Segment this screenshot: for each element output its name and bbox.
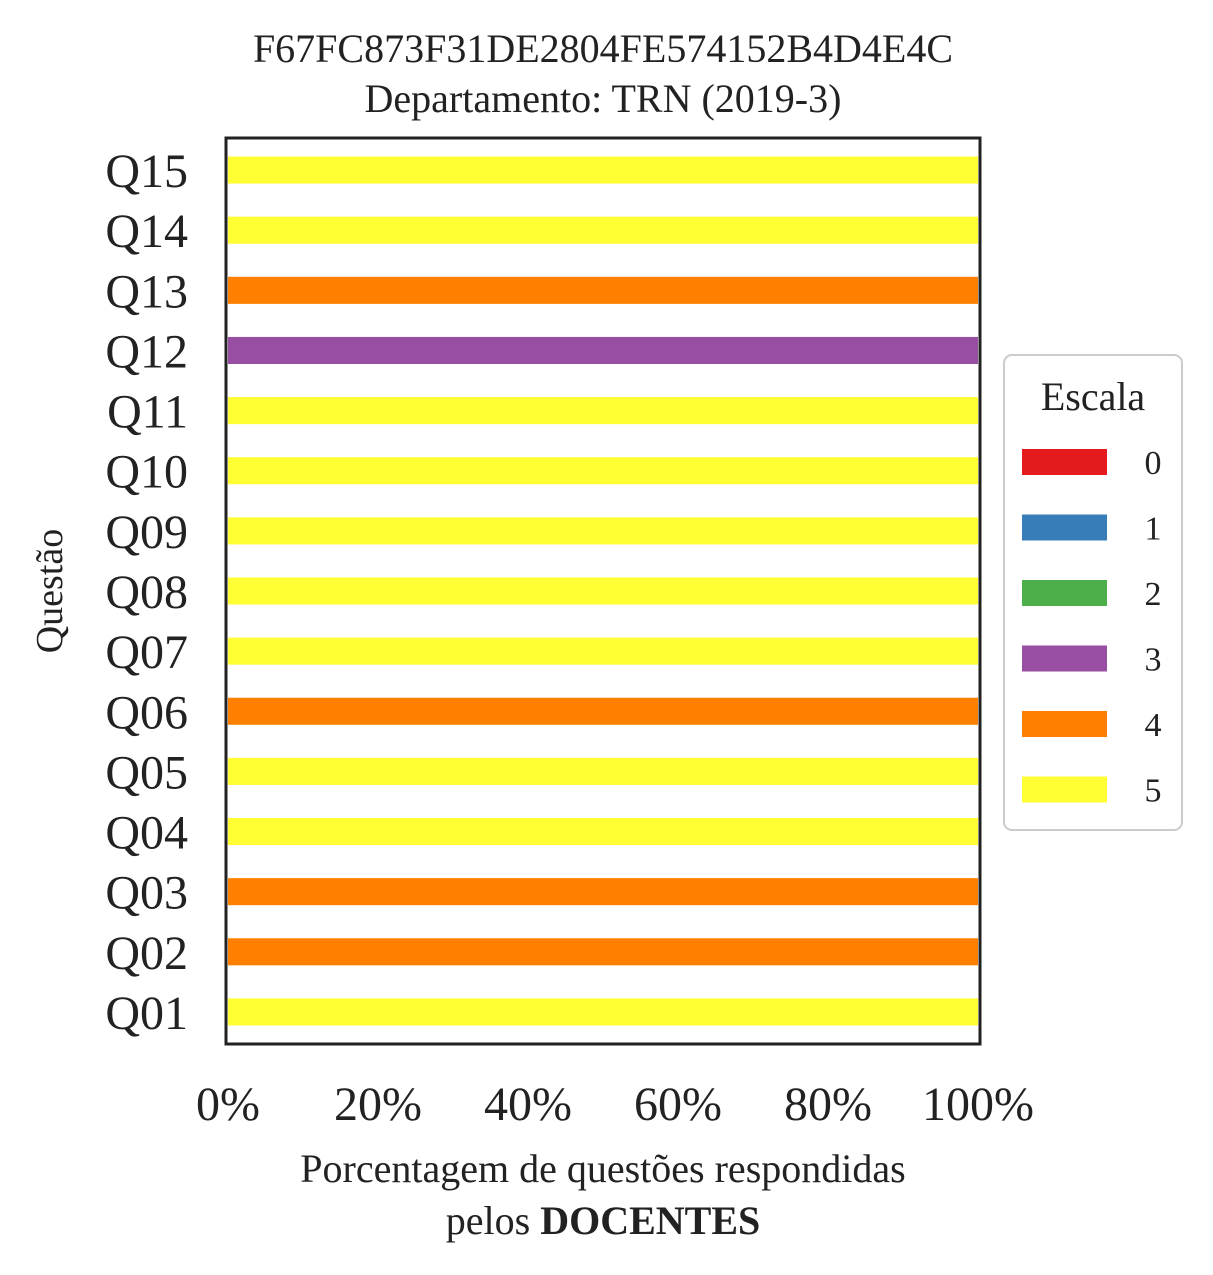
y-tick-label-q13: Q13 <box>105 265 188 318</box>
y-tick-label-q10: Q10 <box>105 446 188 499</box>
x-tick-label-1: 20% <box>334 1078 422 1131</box>
bar-q14-scale-5 <box>228 216 978 244</box>
x-axis-label-line-1: Porcentagem de questões respondidas <box>300 1146 905 1191</box>
legend-swatch-2 <box>1022 580 1107 606</box>
x-axis-label-bold: DOCENTES <box>540 1198 760 1243</box>
legend-label-0: 0 <box>1145 445 1162 482</box>
y-tick-label-q03: Q03 <box>105 867 188 920</box>
legend-swatch-4 <box>1022 711 1107 737</box>
x-tick-label-2: 40% <box>484 1078 572 1131</box>
y-tick-label-q14: Q14 <box>105 205 188 258</box>
legend-swatch-1 <box>1022 514 1107 541</box>
y-tick-label-q09: Q09 <box>105 506 188 559</box>
bar-q05-scale-5 <box>228 757 978 785</box>
x-tick-label-0: 0% <box>196 1078 260 1131</box>
plot-frame <box>224 136 982 1046</box>
legend-label-2: 2 <box>1145 576 1162 613</box>
legend-label-3: 3 <box>1145 642 1162 679</box>
y-tick-label-q05: Q05 <box>105 746 188 799</box>
legend-label-4: 4 <box>1145 707 1162 744</box>
legend-swatch-5 <box>1022 776 1107 803</box>
legend-items: 0 1 2 3 4 5 <box>1022 445 1162 810</box>
bars-group <box>228 156 978 1026</box>
bar-q15-scale-5 <box>228 156 978 184</box>
bar-q11-scale-5 <box>228 397 978 425</box>
y-axis-label: Questão <box>29 529 71 654</box>
y-tick-label-q08: Q08 <box>105 566 188 619</box>
x-tick-label-4: 80% <box>784 1078 872 1131</box>
legend: Escala 0 1 2 3 4 5 <box>1003 354 1183 831</box>
y-tick-labels: Q01 Q02 Q03 Q04 Q05 Q06 Q07 Q08 Q09 Q10 Q11 Q12 Q13 Q… <box>105 145 188 1040</box>
y-tick-label-q07: Q07 <box>105 626 188 679</box>
bar-q08-scale-5 <box>228 577 978 605</box>
legend-title: Escala <box>1041 374 1146 419</box>
chart-title: F67FC873F31DE2804FE574152B4D4E4C <box>253 26 953 71</box>
y-tick-label-q02: Q02 <box>105 927 188 980</box>
bar-q04-scale-5 <box>228 818 978 846</box>
x-tick-label-5: 100% <box>922 1078 1034 1131</box>
bar-q02-scale-4 <box>228 938 978 966</box>
x-axis-label-line-2: pelos DOCENTES <box>446 1198 761 1243</box>
y-tick-label-q11: Q11 <box>107 386 188 439</box>
bar-q03-scale-4 <box>228 878 978 906</box>
legend-label-1: 1 <box>1145 511 1162 548</box>
legend-swatch-0 <box>1022 449 1107 475</box>
bar-q06-scale-4 <box>228 697 978 725</box>
y-tick-label-q15: Q15 <box>105 145 188 198</box>
y-tick-label-q01: Q01 <box>105 987 188 1040</box>
chart-subtitle: Departamento: TRN (2019-3) <box>365 76 842 121</box>
bar-q07-scale-5 <box>228 637 978 665</box>
legend-swatch-3 <box>1022 645 1107 672</box>
bar-q09-scale-5 <box>228 517 978 545</box>
bar-q01-scale-5 <box>228 998 978 1026</box>
y-tick-label-q04: Q04 <box>105 807 188 860</box>
legend-label-5: 5 <box>1145 773 1162 810</box>
x-axis-label-prefix: pelos <box>446 1198 540 1243</box>
y-tick-label-q12: Q12 <box>105 325 188 378</box>
bar-q10-scale-5 <box>228 457 978 485</box>
bar-q13-scale-4 <box>228 276 978 304</box>
x-tick-label-3: 60% <box>634 1078 722 1131</box>
x-tick-labels: 0% 20% 40% 60% 80% 100% <box>196 1078 1034 1131</box>
bar-q12-scale-3 <box>228 336 978 364</box>
y-tick-label-q06: Q06 <box>105 686 188 739</box>
